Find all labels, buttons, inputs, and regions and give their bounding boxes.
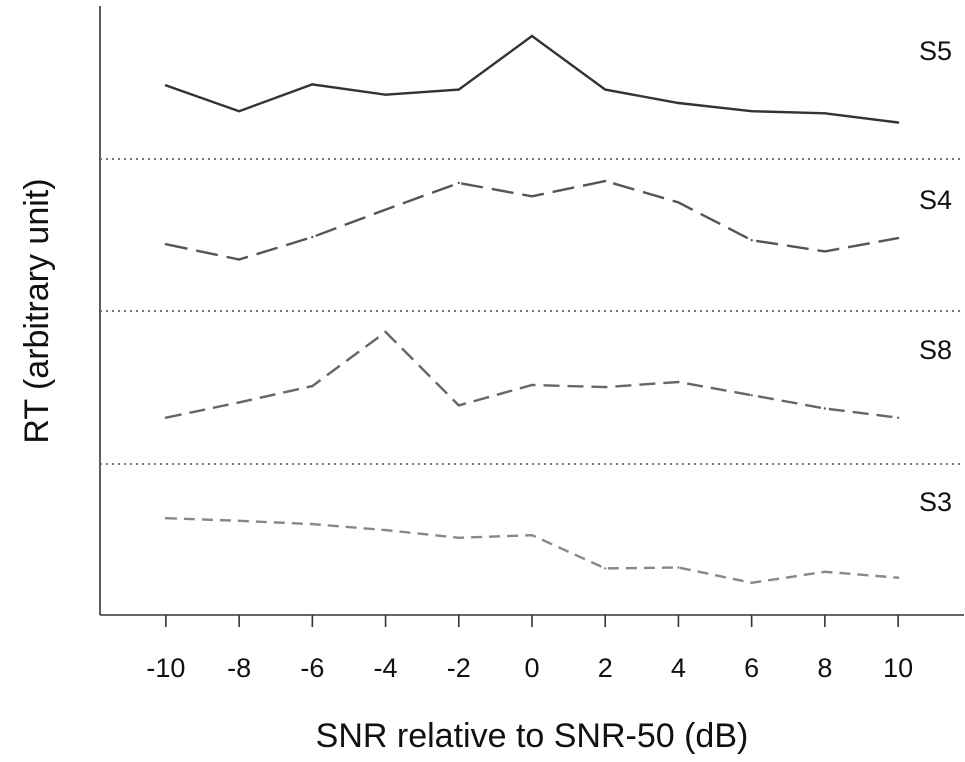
- data-point: [311, 522, 314, 526]
- data-point: [457, 536, 460, 539]
- data-point: [237, 401, 241, 404]
- x-tick-label: -6: [300, 653, 324, 683]
- data-point: [677, 566, 680, 569]
- data-point: [823, 407, 827, 410]
- data-point: [750, 581, 753, 584]
- data-point: [530, 534, 534, 537]
- series-s3: [164, 517, 900, 585]
- data-point: [896, 416, 900, 419]
- data-point: [823, 112, 827, 115]
- series-line-s8: [165, 330, 899, 419]
- x-tick-label: 0: [524, 653, 539, 683]
- data-point: [530, 34, 534, 38]
- data-point: [677, 380, 680, 384]
- panel-labels: S5 S4 S8 S3: [919, 36, 952, 517]
- x-tick-label: 8: [817, 653, 832, 683]
- series-line-s3: [165, 517, 899, 585]
- series-s5: [164, 34, 900, 124]
- data-point: [164, 517, 168, 520]
- series-line-s4: [165, 179, 899, 261]
- data-point: [311, 83, 314, 86]
- data-point: [384, 93, 387, 96]
- x-tick-label: -2: [447, 653, 471, 683]
- data-point: [457, 181, 460, 185]
- panel-separators: [100, 158, 964, 465]
- data-point: [823, 570, 827, 573]
- data-point: [457, 88, 460, 91]
- data-point: [237, 110, 241, 113]
- data-point: [896, 576, 900, 579]
- x-tick-label: -8: [227, 653, 251, 683]
- data-point: [750, 239, 753, 242]
- x-axis-title: SNR relative to SNR-50 (dB): [316, 717, 749, 755]
- data-point: [164, 416, 168, 419]
- data-point: [604, 179, 607, 183]
- x-tick-label: 4: [671, 653, 686, 683]
- series-label-s5: S5: [919, 36, 952, 66]
- series-layer: [164, 34, 900, 585]
- series-line-s5: [165, 34, 899, 124]
- data-point: [384, 528, 387, 532]
- data-point: [750, 394, 753, 397]
- series-label-s4: S4: [919, 185, 952, 215]
- data-point: [457, 404, 460, 407]
- data-point: [530, 195, 534, 198]
- data-point: [384, 330, 387, 334]
- data-point: [164, 243, 168, 246]
- x-tick-label: 2: [598, 653, 613, 683]
- series-s4: [164, 179, 900, 261]
- x-tick-label: 6: [744, 653, 759, 683]
- series-label-s8: S8: [919, 335, 952, 365]
- data-point: [604, 385, 607, 389]
- data-point: [530, 383, 534, 387]
- x-tick-label: -10: [146, 653, 185, 683]
- data-point: [237, 258, 241, 261]
- x-axis-ticks: -10 -8 -6 -4 -2 0 2 4 6 8 10: [146, 615, 913, 683]
- data-point: [237, 519, 241, 522]
- series-label-s3: S3: [919, 487, 952, 517]
- x-tick-label: -4: [374, 653, 398, 683]
- data-point: [896, 236, 900, 240]
- data-point: [750, 110, 753, 113]
- x-tick-label: 10: [883, 653, 913, 683]
- data-point: [604, 88, 607, 91]
- data-point: [384, 208, 387, 211]
- data-point: [604, 567, 607, 570]
- data-point: [677, 101, 680, 105]
- y-axis-title: RT (arbitrary unit): [18, 178, 56, 443]
- data-point: [164, 84, 168, 87]
- data-point: [677, 201, 680, 204]
- data-point: [823, 250, 827, 253]
- data-point: [311, 384, 314, 388]
- series-s8: [164, 330, 900, 419]
- data-point: [896, 121, 900, 124]
- data-point: [311, 235, 314, 239]
